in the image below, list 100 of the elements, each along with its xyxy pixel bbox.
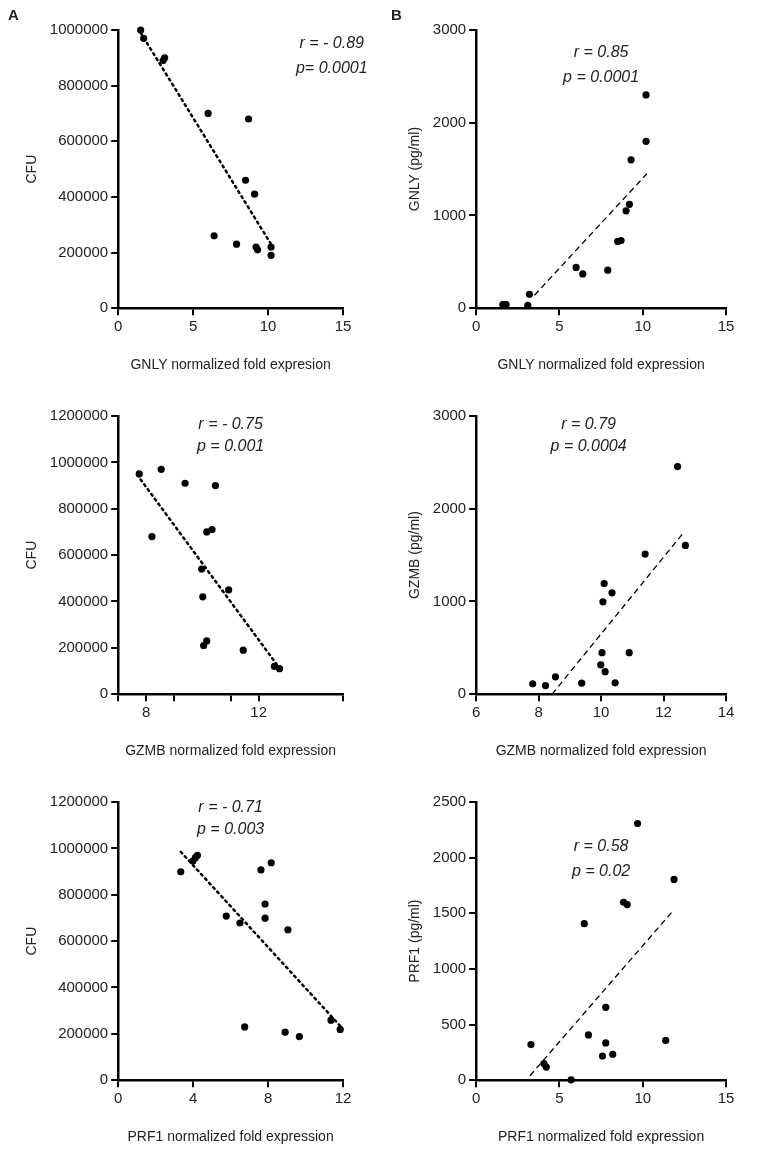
point — [199, 593, 207, 601]
point — [627, 156, 635, 164]
x-tick-label: 10 — [259, 317, 277, 335]
annotation: p= 0.0001 — [294, 59, 368, 77]
x-tick-label: 5 — [555, 1089, 564, 1107]
point — [611, 679, 619, 687]
y-tick-label: 200000 — [58, 637, 109, 655]
point — [261, 900, 269, 908]
point — [601, 668, 609, 676]
point — [267, 251, 275, 259]
y-tick-label: 800000 — [58, 884, 109, 902]
point — [211, 481, 220, 490]
y-tick-label: 1200000 — [49, 792, 109, 810]
x-axis-title: GNLY normalized fold expresion — [130, 356, 331, 373]
annotation: p = 0.0001 — [562, 67, 640, 85]
point — [609, 1050, 617, 1058]
point — [600, 579, 608, 588]
point — [261, 914, 269, 922]
point — [336, 1025, 344, 1034]
point — [584, 1031, 593, 1039]
point — [662, 1036, 670, 1045]
y-axis-title: GNLY (pg/ml) — [406, 126, 423, 212]
annotation: r = 0.58 — [573, 836, 629, 854]
point — [203, 528, 211, 536]
y-tick-label: 400000 — [58, 187, 109, 205]
point — [135, 470, 143, 478]
x-tick-label: 12 — [250, 703, 268, 721]
point — [275, 665, 284, 673]
point — [200, 641, 208, 650]
x-tick-label: 15 — [334, 317, 352, 335]
point — [267, 243, 275, 251]
point — [623, 901, 631, 909]
y-tick-label: 500 — [441, 1014, 467, 1032]
point — [140, 34, 148, 42]
point — [597, 661, 605, 669]
point — [157, 465, 165, 473]
y-tick-label: 1000000 — [49, 20, 109, 38]
point — [608, 589, 616, 597]
point — [267, 859, 275, 867]
x-tick-label: 10 — [634, 1089, 652, 1107]
point — [551, 673, 560, 681]
x-tick-label: 12 — [334, 1089, 352, 1107]
x-tick-label: 5 — [188, 317, 198, 335]
y-tick-label: 0 — [457, 684, 467, 702]
point — [239, 646, 247, 654]
text: B — [391, 6, 402, 23]
point — [327, 1016, 335, 1024]
point — [281, 1028, 289, 1036]
y-tick-label: 1000 — [432, 205, 467, 223]
point — [241, 176, 250, 184]
annotation: p = 0.02 — [570, 862, 631, 879]
y-tick-label: 800000 — [58, 498, 109, 516]
point — [527, 1040, 535, 1049]
point — [225, 586, 233, 594]
point — [602, 1003, 610, 1011]
y-tick-label: 2000 — [432, 112, 467, 130]
x-tick-label: 0 — [114, 1089, 123, 1107]
y-tick-label: 1000000 — [49, 838, 109, 856]
y-tick-label: 0 — [99, 1070, 109, 1088]
point — [567, 1076, 575, 1084]
y-tick-label: 0 — [457, 298, 467, 316]
annotation: r = 0.79 — [561, 414, 617, 432]
y-axis-title: CFU — [23, 926, 40, 956]
y-tick-label: 2000 — [432, 498, 467, 516]
x-tick-label: 14 — [717, 703, 735, 721]
point — [670, 875, 678, 884]
y-tick-label: 1000000 — [49, 452, 109, 470]
y-tick-label: 1000 — [432, 591, 467, 609]
y-axis-title: GZMB (pg/ml) — [406, 511, 423, 600]
x-tick-label: 12 — [655, 703, 672, 721]
point — [641, 550, 649, 558]
point — [604, 266, 612, 274]
annotation: p = 0.0004 — [549, 437, 627, 455]
y-tick-label: 600000 — [58, 931, 109, 949]
point — [598, 649, 606, 657]
point — [210, 232, 218, 240]
annotation: r = - 0.89 — [299, 34, 365, 52]
x-tick-label: 15 — [717, 317, 735, 335]
point — [257, 866, 265, 874]
x-tick-label: 0 — [472, 1089, 481, 1107]
y-tick-label: 400000 — [58, 977, 109, 995]
x-tick-label: 0 — [114, 317, 123, 335]
x-axis-title: GZMB normalized fold expression — [495, 742, 707, 759]
point — [250, 190, 259, 198]
point — [204, 109, 212, 118]
point — [529, 680, 537, 688]
y-tick-label: 1500 — [432, 903, 467, 921]
x-tick-label: 10 — [634, 317, 652, 335]
y-tick-label: 3000 — [432, 406, 467, 424]
text: A — [8, 6, 19, 23]
point — [599, 598, 607, 606]
y-tick-label: 600000 — [58, 545, 109, 563]
x-axis-title: GZMB normalized fold expression — [125, 742, 337, 759]
point — [602, 1039, 610, 1047]
point — [681, 541, 689, 550]
annotation: r = 0.85 — [573, 42, 629, 60]
y-axis-title: CFU — [23, 154, 40, 184]
point — [625, 649, 633, 657]
x-axis-title: PRF1 normalized fold expression — [497, 1128, 705, 1145]
x-tick-label: 10 — [592, 703, 610, 721]
